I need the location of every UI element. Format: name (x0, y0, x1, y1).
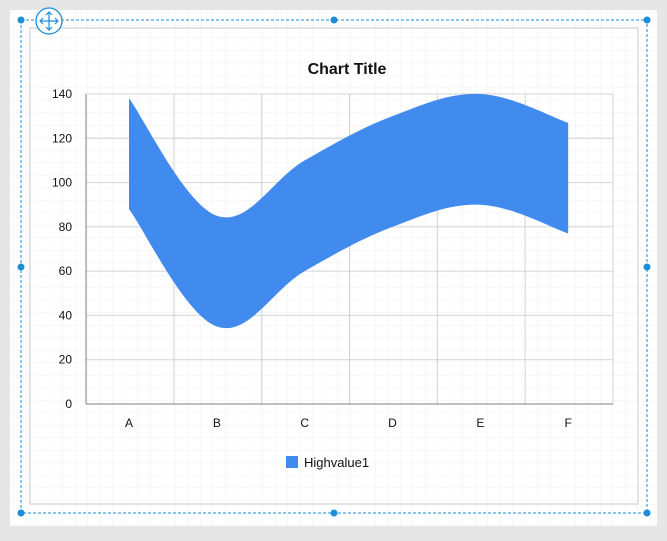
y-axis-tick-labels: 0 20 40 60 80 100 120 140 (52, 87, 72, 411)
x-tick-label: E (476, 416, 484, 430)
legend[interactable]: Highvalue1 (286, 455, 369, 470)
y-tick-label: 0 (65, 397, 72, 411)
legend-swatch (286, 456, 298, 468)
resize-handle[interactable] (17, 16, 25, 24)
y-tick-label: 140 (52, 87, 72, 101)
y-tick-label: 40 (59, 308, 73, 322)
y-tick-label: 80 (59, 220, 73, 234)
resize-handle[interactable] (17, 509, 25, 517)
series-range-area[interactable] (129, 93, 569, 329)
x-tick-label: D (388, 416, 397, 430)
x-tick-label: C (300, 416, 309, 430)
y-tick-label: 60 (59, 264, 73, 278)
y-tick-label: 100 (52, 176, 72, 190)
legend-label: Highvalue1 (304, 455, 369, 470)
y-tick-label: 120 (52, 131, 72, 145)
axes (85, 94, 613, 405)
x-axis-tick-labels: A B C D E F (125, 416, 572, 430)
x-tick-label: A (125, 416, 133, 430)
chart-area-border (29, 27, 639, 505)
resize-handle[interactable] (643, 509, 651, 517)
resize-handle[interactable] (643, 263, 651, 271)
series-area-group (129, 93, 569, 329)
x-tick-label: F (564, 416, 571, 430)
x-tick-label: B (213, 416, 221, 430)
chart-title[interactable]: Chart Title (308, 61, 387, 78)
resize-handle[interactable] (330, 509, 338, 517)
design-grid (10, 10, 657, 526)
resize-handle[interactable] (330, 16, 338, 24)
y-tick-label: 20 (59, 353, 73, 367)
resize-handle[interactable] (17, 263, 25, 271)
move-arrows-icon[interactable] (35, 7, 63, 35)
resize-handle[interactable] (643, 16, 651, 24)
